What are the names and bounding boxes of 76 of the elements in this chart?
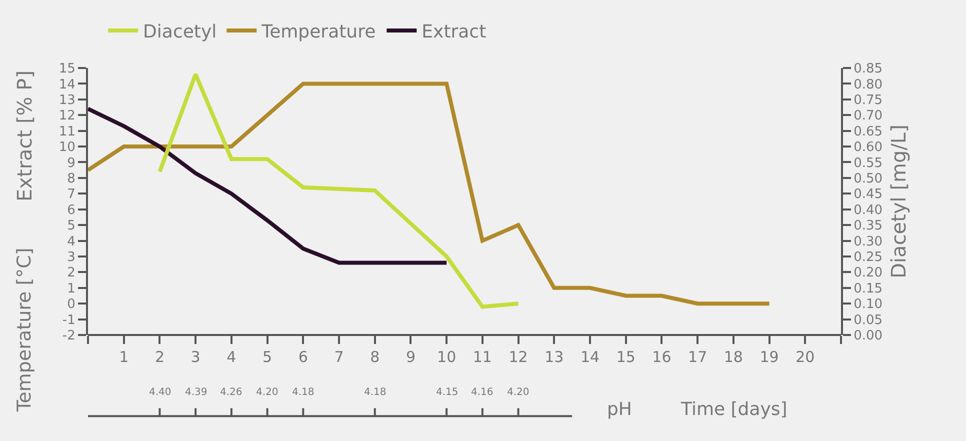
x-tick-label: 5 [262, 348, 272, 366]
y2-axis-title: Diacetyl [mg/L] [886, 124, 911, 278]
y-tick-label: 1 [67, 281, 76, 296]
x-tick-label: 10 [437, 348, 456, 366]
y-tick-label: -2 [62, 328, 76, 344]
y2-tick-label: 0.60 [854, 140, 883, 156]
x-tick-label: 8 [370, 348, 380, 366]
y-tick-label: -1 [62, 312, 76, 328]
y2-tick-label: 0.85 [854, 62, 883, 77]
y2-tick-label: 0.80 [854, 77, 883, 92]
y-tick-label: 2 [67, 266, 76, 281]
x-tick-label: 11 [472, 348, 492, 366]
x-tick-label: 2 [154, 348, 164, 366]
x-tick-label: 4 [226, 348, 236, 366]
x-tick-label: 9 [406, 348, 416, 366]
y-tick-label: 15 [58, 62, 76, 77]
y2-tick-label: 0.45 [854, 187, 883, 202]
y-tick-label: 12 [58, 108, 76, 124]
x-axis-title: Time [days] [680, 399, 788, 420]
x-tick-label: 3 [190, 348, 200, 366]
line-series [88, 82, 772, 306]
y-tick-label: 4 [67, 234, 76, 250]
x-tick-label: 17 [688, 348, 708, 366]
annotation: 4.40 [149, 387, 172, 398]
y2-tick-label: 0.25 [854, 250, 883, 266]
y2-tick-label: 0.20 [854, 266, 883, 281]
x-tick-label: 14 [580, 348, 600, 366]
annotation: 4.39 [185, 387, 208, 398]
y-tick-label: 5 [67, 218, 76, 234]
y-tick-label: 13 [58, 92, 76, 108]
y2-tick-label: 0.75 [854, 92, 883, 108]
legend-label: Extract [422, 22, 486, 43]
x-tick-label: 15 [616, 348, 636, 366]
x-tick-label: 6 [298, 348, 308, 366]
y-tick-label: 10 [58, 140, 76, 156]
x-tick-label: 13 [544, 348, 564, 366]
annotation: 4.18 [364, 387, 386, 398]
legend-label: Temperature [260, 22, 376, 43]
y2-tick-label: 0.35 [854, 218, 883, 234]
y-tick-label: 7 [67, 187, 76, 202]
annotation: 4.26 [220, 387, 242, 398]
y-tick-label: 3 [67, 250, 76, 266]
y2-tick-label: 0.05 [854, 312, 883, 328]
annotation: 4.20 [256, 387, 278, 398]
y2-tick-label: 0.55 [854, 156, 883, 171]
y-tick-label: 6 [67, 202, 76, 218]
y2-tick-label: 0.15 [854, 281, 883, 296]
line-series [88, 106, 449, 265]
x-tick-label: 19 [760, 348, 779, 366]
legend-label: Diacetyl [143, 22, 217, 43]
x-tick-label: 1 [119, 348, 129, 366]
y-tick-label: 11 [58, 124, 76, 140]
y2-tick-label: 0.00 [854, 328, 883, 344]
x-tick-label: 12 [508, 348, 528, 366]
annotation: 4.16 [471, 387, 494, 398]
annotation: 4.15 [436, 387, 458, 398]
line-series [158, 72, 520, 309]
y-tick-label: 9 [67, 156, 76, 171]
x-tick-label: 18 [724, 348, 743, 366]
text: pH [607, 399, 632, 420]
annotation: 4.20 [507, 387, 530, 398]
y-tick-label: 0 [67, 297, 76, 312]
text: Temperature [°C] [13, 248, 36, 413]
x-tick-label: 20 [796, 348, 815, 366]
x-tick-label: 7 [334, 348, 344, 366]
y2-tick-label: 0.70 [854, 108, 883, 124]
y2-tick-label: 0.30 [854, 234, 883, 250]
y-axis-title: Extract [% P] [12, 70, 36, 202]
y2-tick-label: 0.10 [854, 297, 883, 312]
annotation: 4.18 [292, 387, 314, 398]
y-tick-label: 8 [67, 171, 76, 186]
y2-tick-label: 0.65 [854, 124, 883, 140]
x-tick-label: 16 [652, 348, 672, 366]
y2-tick-label: 0.50 [854, 171, 883, 186]
y2-tick-label: 0.40 [854, 202, 883, 218]
y-tick-label: 14 [58, 77, 76, 92]
